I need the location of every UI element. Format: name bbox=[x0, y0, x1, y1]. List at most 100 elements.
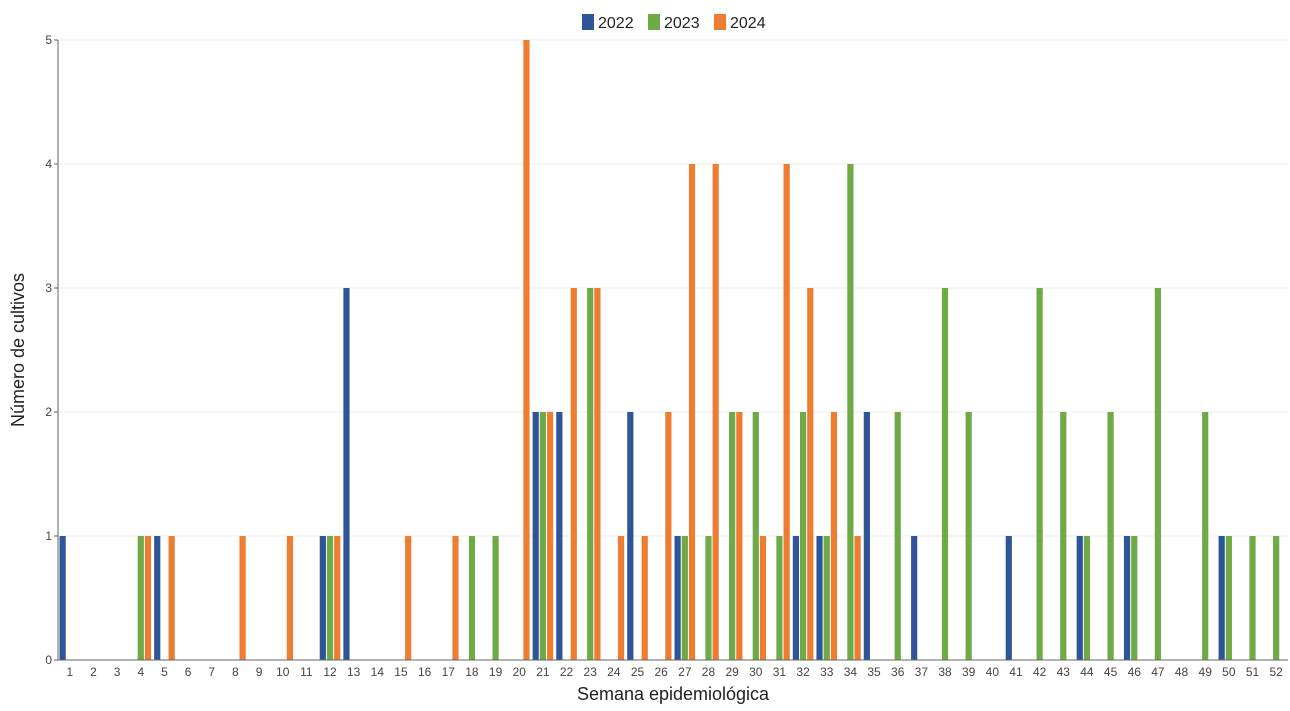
x-tick-label: 52 bbox=[1269, 665, 1283, 679]
bar-2023-week-36[interactable] bbox=[894, 412, 901, 660]
bar-2023-week-23[interactable] bbox=[587, 288, 594, 660]
y-tick-label: 2 bbox=[45, 405, 52, 419]
bar-2022-week-32[interactable] bbox=[792, 536, 799, 660]
x-tick-label: 25 bbox=[631, 665, 645, 679]
bar-2022-week-50[interactable] bbox=[1218, 536, 1225, 660]
bar-2023-week-34[interactable] bbox=[847, 164, 854, 660]
x-tick-label: 44 bbox=[1080, 665, 1094, 679]
x-tick-label: 34 bbox=[844, 665, 858, 679]
x-tick-label: 6 bbox=[185, 665, 192, 679]
x-axis-title: Semana epidemiológica bbox=[577, 684, 770, 704]
bar-2024-week-30[interactable] bbox=[759, 536, 767, 660]
legend[interactable]: 2022 2023 2024 bbox=[582, 14, 766, 32]
bar-2023-week-4[interactable] bbox=[137, 536, 144, 660]
x-tick-label: 23 bbox=[584, 665, 598, 679]
x-tick-label: 17 bbox=[442, 665, 456, 679]
x-tick-label: 18 bbox=[465, 665, 479, 679]
y-tick-label: 5 bbox=[45, 33, 52, 47]
bar-2024-week-27[interactable] bbox=[688, 164, 696, 660]
bar-2023-week-12[interactable] bbox=[326, 536, 334, 660]
x-tick-label: 47 bbox=[1151, 665, 1165, 679]
bar-2022-week-1[interactable] bbox=[59, 536, 66, 660]
bar-2022-week-5[interactable] bbox=[154, 536, 161, 660]
x-tick-label: 26 bbox=[654, 665, 668, 679]
x-tick-label: 12 bbox=[323, 665, 337, 679]
bar-2023-week-49[interactable] bbox=[1202, 412, 1209, 660]
x-tick-label: 20 bbox=[513, 665, 527, 679]
bar-2023-week-18[interactable] bbox=[468, 536, 476, 660]
bar-2022-week-25[interactable] bbox=[627, 412, 634, 660]
bar-2023-week-52[interactable] bbox=[1273, 536, 1280, 660]
bar-2023-week-46[interactable] bbox=[1131, 536, 1138, 660]
bar-2023-week-32[interactable] bbox=[799, 412, 807, 660]
legend-swatch-2022 bbox=[582, 14, 594, 30]
bar-2023-week-21[interactable] bbox=[539, 412, 547, 660]
bar-2024-week-22[interactable] bbox=[570, 288, 577, 660]
bar-2022-week-21[interactable] bbox=[532, 412, 539, 660]
bar-2022-week-46[interactable] bbox=[1123, 536, 1131, 660]
bar-2023-week-30[interactable] bbox=[752, 412, 759, 660]
bar-2023-week-33[interactable] bbox=[823, 536, 830, 660]
bar-2023-week-44[interactable] bbox=[1083, 536, 1091, 660]
bar-2024-week-4[interactable] bbox=[144, 536, 152, 660]
bar-2024-week-29[interactable] bbox=[736, 412, 743, 660]
bar-2023-week-42[interactable] bbox=[1036, 288, 1043, 660]
bar-2024-week-33[interactable] bbox=[830, 412, 838, 660]
bar-2022-week-33[interactable] bbox=[816, 536, 823, 660]
x-tick-label: 38 bbox=[938, 665, 952, 679]
bar-2024-week-23[interactable] bbox=[594, 288, 601, 660]
bar-2022-week-41[interactable] bbox=[1005, 536, 1012, 660]
x-tick-label: 49 bbox=[1199, 665, 1213, 679]
x-tick-label: 1 bbox=[66, 665, 73, 679]
bar-2024-week-34[interactable] bbox=[854, 536, 861, 660]
bar-2023-week-31[interactable] bbox=[776, 536, 783, 660]
x-tick-label: 11 bbox=[300, 665, 313, 679]
bar-2024-week-26[interactable] bbox=[665, 412, 672, 660]
bar-2023-week-19[interactable] bbox=[492, 536, 499, 660]
bar-2023-week-39[interactable] bbox=[965, 412, 972, 660]
gridlines bbox=[58, 39, 1288, 537]
bar-2022-week-13[interactable] bbox=[343, 288, 350, 660]
bar-2024-week-24[interactable] bbox=[617, 536, 625, 660]
bar-2022-week-22[interactable] bbox=[556, 412, 563, 660]
bar-2022-week-27[interactable] bbox=[674, 536, 681, 660]
bar-2022-week-44[interactable] bbox=[1076, 536, 1083, 660]
bar-2024-week-31[interactable] bbox=[783, 164, 790, 660]
bar-2023-week-50[interactable] bbox=[1225, 536, 1232, 660]
x-tick-label: 14 bbox=[371, 665, 385, 679]
bar-2024-week-8[interactable] bbox=[239, 536, 246, 660]
legend-label-2023: 2023 bbox=[664, 15, 700, 32]
y-axis-title: Número de cultivos bbox=[8, 273, 28, 427]
bar-2024-week-20[interactable] bbox=[523, 40, 530, 660]
bar-2024-week-10[interactable] bbox=[286, 536, 294, 660]
bar-2024-week-5[interactable] bbox=[168, 536, 175, 660]
x-axis-ticks: 1 2 3 4 5 6 7 8 9 10 11 12 13 14 15 16 17 18 19 20 21 22 23 24 2… bbox=[66, 665, 1283, 679]
bar-2024-week-28[interactable] bbox=[712, 164, 719, 660]
bar-2022-week-37[interactable] bbox=[911, 536, 918, 660]
x-tick-label: 31 bbox=[773, 665, 787, 679]
bar-2022-week-35[interactable] bbox=[863, 412, 870, 660]
bar-2024-week-17[interactable] bbox=[452, 536, 459, 660]
x-tick-label: 22 bbox=[560, 665, 574, 679]
legend-swatch-2024 bbox=[714, 14, 726, 30]
bar-2024-week-32[interactable] bbox=[807, 288, 814, 660]
x-tick-label: 2 bbox=[90, 665, 97, 679]
bar-2023-week-27[interactable] bbox=[681, 536, 688, 660]
bar-2024-week-12[interactable] bbox=[334, 536, 341, 660]
bars bbox=[59, 40, 1280, 660]
bar-2023-week-38[interactable] bbox=[941, 288, 949, 660]
bar-2023-week-43[interactable] bbox=[1060, 412, 1067, 660]
bar-2024-week-25[interactable] bbox=[641, 536, 648, 660]
bar-2023-week-45[interactable] bbox=[1107, 412, 1114, 660]
bar-2023-week-28[interactable] bbox=[705, 536, 712, 660]
bar-2023-week-29[interactable] bbox=[729, 412, 736, 660]
bar-2022-week-12[interactable] bbox=[319, 536, 326, 660]
bar-2024-week-15[interactable] bbox=[405, 536, 412, 660]
x-tick-label: 41 bbox=[1009, 665, 1023, 679]
bar-2024-week-21[interactable] bbox=[547, 412, 554, 660]
bar-2023-week-51[interactable] bbox=[1249, 536, 1256, 660]
x-tick-label: 48 bbox=[1175, 665, 1189, 679]
x-tick-label: 43 bbox=[1057, 665, 1071, 679]
bar-2023-week-47[interactable] bbox=[1154, 288, 1162, 660]
